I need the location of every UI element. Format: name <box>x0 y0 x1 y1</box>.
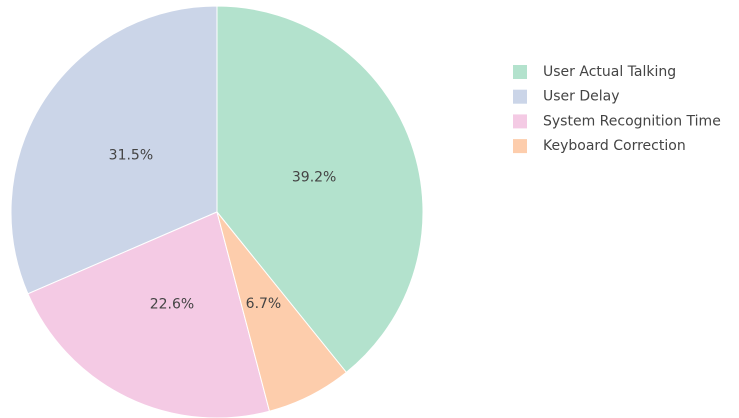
legend-swatch <box>513 114 527 129</box>
slice-label: 22.6% <box>150 297 194 313</box>
slice-label: 6.7% <box>246 296 282 312</box>
slice-label: 39.2% <box>292 170 336 186</box>
legend-swatch <box>513 89 527 104</box>
pie-slice <box>216 211 348 412</box>
pie-slice <box>27 211 271 418</box>
pie-slice <box>216 5 424 374</box>
legend-label: User Actual Talking <box>543 64 676 80</box>
legend-label: Keyboard Correction <box>543 138 686 154</box>
legend-label: User Delay <box>543 89 620 105</box>
legend-swatch <box>513 139 527 154</box>
legend-label: System Recognition Time <box>543 113 721 129</box>
pie-slice <box>10 5 218 295</box>
slice-label: 31.5% <box>109 147 153 163</box>
legend-swatch <box>513 65 527 79</box>
